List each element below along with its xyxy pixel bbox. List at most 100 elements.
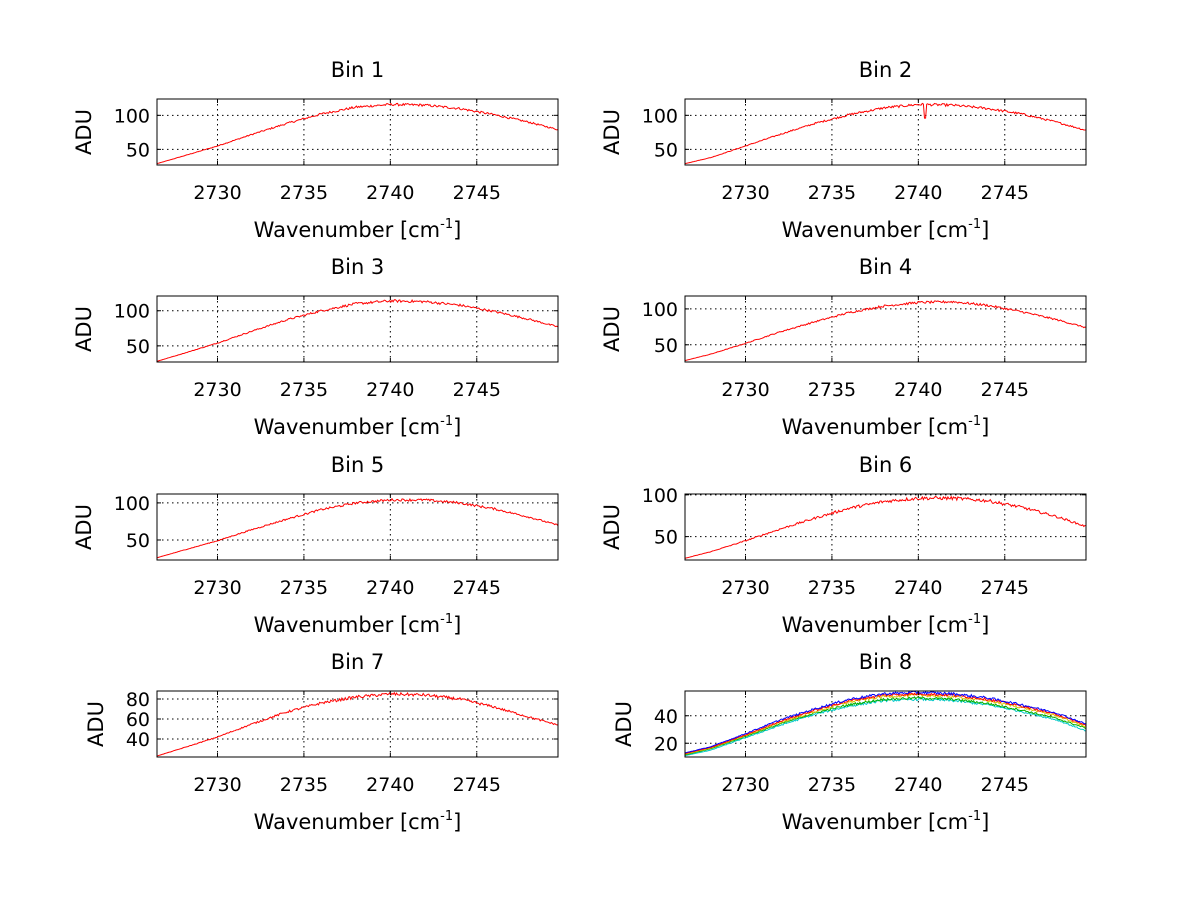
x-axis-label: Wavenumber [cm-1] [782,217,990,242]
x-tick-label: 2740 [366,379,414,401]
x-axis-label: Wavenumber [cm-1] [254,217,462,242]
y-tick-label: 100 [114,105,150,127]
x-axis-label-main: Wavenumber [cm [782,613,968,637]
series-line-5 [684,690,1087,754]
axes-box [684,98,1087,166]
axes-box [684,295,1087,363]
axes-box [156,690,559,758]
y-tick-label: 40 [654,706,678,728]
x-tick-label: 2735 [808,182,856,204]
x-axis-label-sup: -1 [968,217,981,232]
y-axis-label: ADU [600,109,624,155]
x-axis-label-sup: -1 [440,612,453,627]
y-tick-label: 100 [642,105,678,127]
series-line-4 [684,691,1087,754]
y-tick-label: 50 [126,336,150,358]
chart-title: Bin 2 [859,58,913,82]
chart-title: Bin 4 [859,255,913,279]
x-tick-label: 2745 [453,577,501,599]
x-tick-label: 2730 [193,379,241,401]
x-tick-label: 2735 [280,577,328,599]
x-tick-label: 2735 [808,379,856,401]
axes-box [156,295,559,363]
y-axis-label: ADU [72,109,96,155]
x-axis-label-main: Wavenumber [cm [254,613,440,637]
y-tick-label: 80 [126,689,150,711]
x-tick-label: 2730 [721,182,769,204]
x-axis-label-main: Wavenumber [cm [782,415,968,439]
y-tick-label: 60 [126,709,150,731]
axes-box [156,493,559,561]
y-tick-label: 50 [126,139,150,161]
x-axis-label-close: ] [453,810,461,834]
x-axis-label-main: Wavenumber [cm [254,415,440,439]
chart-title: Bin 3 [331,255,385,279]
x-axis-label: Wavenumber [cm-1] [782,612,990,637]
y-tick-label: 100 [114,493,150,515]
y-axis-label: ADU [612,701,636,747]
x-tick-label: 2740 [366,577,414,599]
x-axis-label-close: ] [981,810,989,834]
x-tick-label: 2740 [366,774,414,796]
x-axis-label: Wavenumber [cm-1] [254,414,462,439]
x-tick-label: 2735 [280,379,328,401]
x-axis-label: Wavenumber [cm-1] [254,612,462,637]
chart-panel-1: 2730 2735 2740 2745 50 100 Bin 1 Wavenumber [cm… [72,58,559,242]
x-tick-label: 2730 [721,577,769,599]
x-tick-label: 2730 [193,182,241,204]
y-axis-label: ADU [72,504,96,550]
x-axis-label: Wavenumber [cm-1] [254,809,462,834]
y-tick-label: 50 [654,139,678,161]
x-axis-label-close: ] [453,415,461,439]
chart-title: Bin 6 [859,453,913,477]
series-line-1 [684,299,1087,362]
x-axis-label-sup: -1 [968,414,981,429]
y-axis-label: ADU [600,306,624,352]
y-tick-label: 20 [654,733,678,755]
x-axis-label-main: Wavenumber [cm [782,810,968,834]
x-axis-label-close: ] [453,218,461,242]
x-axis-label-close: ] [453,613,461,637]
series-line-1 [684,495,1087,559]
chart-title: Bin 1 [331,58,385,82]
x-axis-label-main: Wavenumber [cm [254,218,440,242]
y-tick-label: 50 [654,335,678,357]
x-axis-label: Wavenumber [cm-1] [782,809,990,834]
x-tick-label: 2745 [453,379,501,401]
axes-box [684,493,1087,561]
x-tick-label: 2740 [366,182,414,204]
x-axis-label-sup: -1 [440,414,453,429]
x-axis-label-close: ] [981,415,989,439]
axes-box [156,98,559,166]
x-tick-label: 2740 [894,379,942,401]
x-axis-label-main: Wavenumber [cm [782,218,968,242]
x-axis-label: Wavenumber [cm-1] [782,414,990,439]
series-line-3 [684,693,1087,755]
x-axis-label-close: ] [981,218,989,242]
x-tick-label: 2740 [894,577,942,599]
chart-panel-5: 2730 2735 2740 2745 50 100 Bin 5 Wavenumber [cm… [72,453,559,637]
series-line-1 [156,102,559,165]
chart-panel-4: 2730 2735 2740 2745 50 100 Bin 4 Wavenumber [cm… [600,255,1087,439]
x-axis-label-sup: -1 [440,809,453,824]
x-tick-label: 2730 [193,774,241,796]
chart-panel-6: 2730 2735 2740 2745 50 100 Bin 6 Wavenumber [cm… [600,453,1087,637]
chart-title: Bin 8 [859,650,913,674]
x-axis-label-close: ] [981,613,989,637]
x-tick-label: 2735 [808,774,856,796]
x-tick-label: 2745 [981,774,1029,796]
x-tick-label: 2735 [280,182,328,204]
chart-panel-3: 2730 2735 2740 2745 50 100 Bin 3 Wavenumber [cm… [72,255,559,439]
chart-panel-2: 2730 2735 2740 2745 50 100 Bin 2 Wavenumber [cm… [600,58,1087,242]
x-tick-label: 2735 [280,774,328,796]
x-tick-label: 2745 [981,379,1029,401]
x-tick-label: 2745 [453,774,501,796]
y-tick-label: 50 [654,527,678,549]
x-axis-label-sup: -1 [968,612,981,627]
x-tick-label: 2745 [453,182,501,204]
y-tick-label: 100 [642,299,678,321]
x-tick-label: 2740 [894,774,942,796]
